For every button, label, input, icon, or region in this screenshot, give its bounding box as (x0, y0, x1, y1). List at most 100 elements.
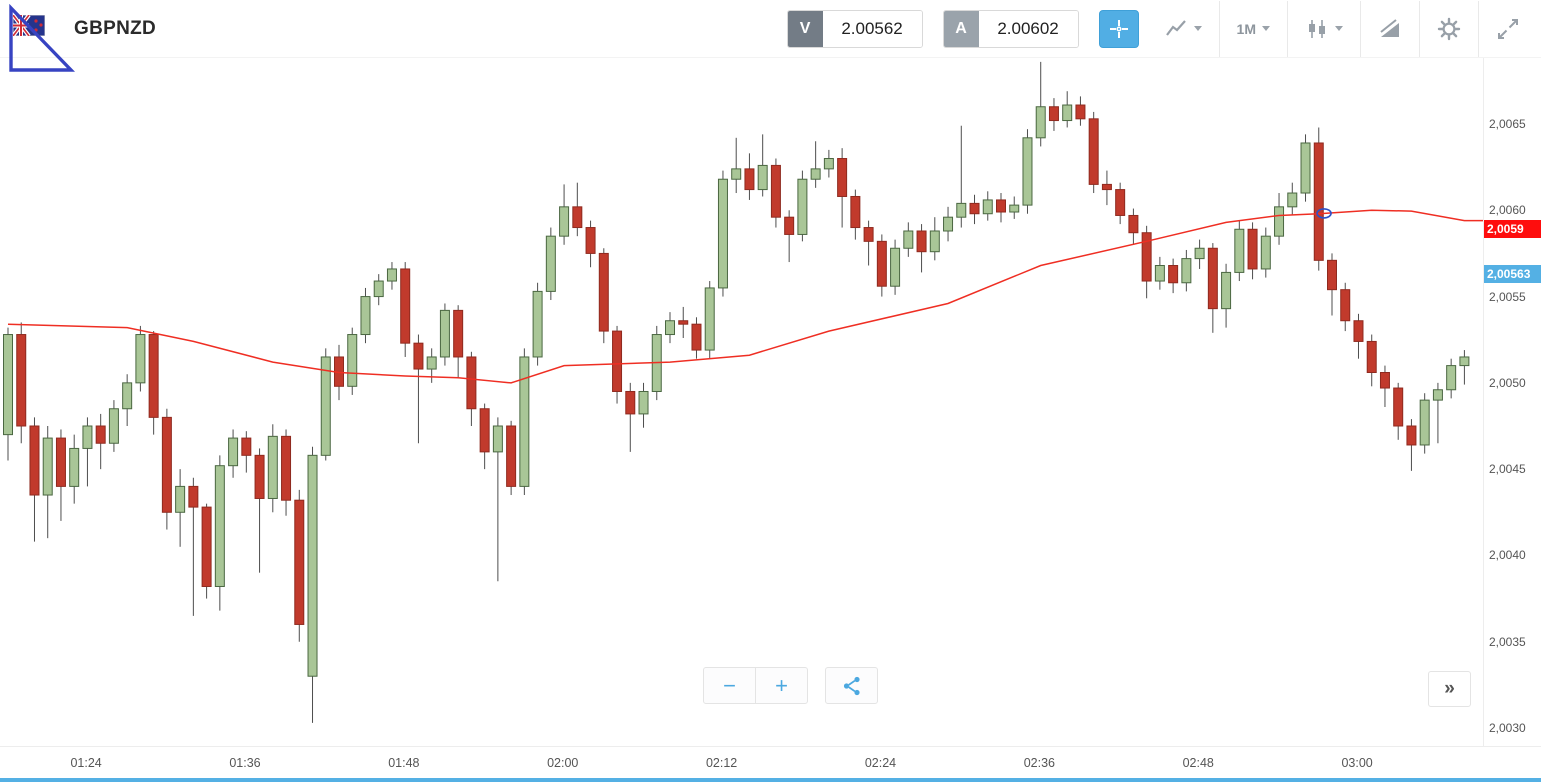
sell-quote-group: V 2.00562 (786, 9, 923, 48)
candle (413, 334, 424, 444)
timeframe-label: 1M (1236, 20, 1256, 37)
candle (1221, 263, 1232, 328)
candle (572, 182, 583, 237)
candle (360, 287, 371, 344)
timeframe-button[interactable]: 1M (1228, 10, 1279, 48)
candle (42, 425, 53, 539)
candle (1154, 256, 1165, 290)
candle-style-button[interactable] (1296, 10, 1352, 48)
candle (241, 431, 252, 473)
candle (201, 503, 212, 599)
candle (559, 184, 570, 245)
candle (598, 248, 609, 344)
candle (228, 429, 239, 478)
time-axis-label: 03:00 (1341, 756, 1373, 770)
candle (1035, 61, 1046, 147)
time-axis[interactable]: 01:24 01:36 01:48 02:00 02:12 02:24 02:36 02:48… (0, 746, 1541, 778)
price-axis-label: 2,0050 (1489, 375, 1526, 390)
candle (267, 424, 278, 513)
candle (281, 429, 292, 516)
crosshair-icon (1109, 19, 1128, 38)
candle (612, 325, 623, 404)
candle (691, 317, 702, 359)
candle (175, 469, 186, 547)
signals-icon (1380, 18, 1399, 37)
ma-price-label: 2,0059 (1484, 220, 1541, 239)
zoom-in-button[interactable]: + (755, 667, 808, 704)
candle (1313, 127, 1324, 271)
candle (1194, 239, 1205, 269)
gear-icon (1437, 17, 1461, 40)
candle (1327, 253, 1337, 316)
fullscreen-button[interactable] (1487, 10, 1529, 48)
zoom-out-button[interactable]: − (703, 667, 756, 704)
candlestick-icon (1309, 19, 1325, 38)
share-button[interactable] (825, 667, 878, 704)
candle (95, 413, 106, 470)
candle (1353, 313, 1364, 359)
candle (770, 158, 781, 228)
candle (1406, 419, 1417, 471)
time-axis-label: 01:48 (388, 756, 420, 770)
sell-button[interactable]: V (787, 10, 823, 47)
price-axis-label: 2,0040 (1489, 548, 1526, 563)
candle (943, 206, 954, 242)
candle (876, 234, 887, 297)
toolbar-divider (1419, 0, 1420, 57)
candle (82, 417, 93, 487)
toolbar-divider (1287, 0, 1288, 57)
candle (1260, 227, 1271, 278)
candle (1062, 91, 1073, 128)
candle (439, 303, 450, 366)
ma-line[interactable] (7, 209, 1483, 384)
candle (863, 220, 874, 266)
candle (1168, 258, 1179, 294)
candle (1340, 282, 1351, 332)
signals-button[interactable] (1369, 10, 1411, 48)
candle (545, 227, 556, 301)
candle (1009, 196, 1020, 219)
chevron-down-icon (1262, 26, 1270, 31)
candle (214, 455, 225, 611)
chart-type-button[interactable] (1155, 10, 1211, 48)
candle (254, 448, 265, 573)
candle (929, 217, 940, 261)
candle (850, 189, 861, 240)
candle (1128, 208, 1139, 245)
candle (29, 417, 40, 542)
price-axis[interactable]: 2,0059 2,00563 2,0065 2,0060 2,0055 2,0050 2… (1483, 57, 1541, 747)
buy-button[interactable]: A (943, 10, 979, 47)
price-axis-label: 2,0065 (1489, 117, 1526, 131)
timeline-scrollbar[interactable] (0, 778, 1541, 782)
triangle-drawing[interactable] (6, 4, 82, 80)
chevron-down-icon (1335, 26, 1343, 31)
candle (453, 305, 464, 378)
candle (1247, 222, 1258, 280)
sell-price-value: 2.00562 (822, 10, 922, 47)
candle (373, 274, 384, 306)
candle (492, 417, 503, 582)
time-axis-label: 02:48 (1182, 756, 1214, 770)
ma-marker[interactable] (1316, 208, 1332, 219)
crosshair-button[interactable] (1098, 9, 1139, 48)
price-axis-label: 2,0030 (1489, 720, 1526, 735)
candle (122, 374, 133, 426)
header: GBPNZD V 2.00562 A 2.00602 (0, 0, 1541, 58)
candle (1419, 393, 1430, 454)
candle (1088, 111, 1099, 194)
candle (1393, 382, 1404, 440)
settings-button[interactable] (1428, 10, 1470, 48)
candle (1274, 193, 1285, 245)
candle (532, 282, 543, 366)
candle (704, 281, 715, 359)
candle (837, 148, 848, 228)
share-icon (843, 676, 860, 695)
time-axis-label: 01:36 (229, 756, 261, 770)
line-chart-icon (1165, 19, 1186, 36)
candle (519, 348, 530, 496)
expand-panel-button[interactable]: » (1428, 671, 1471, 707)
candle (784, 210, 795, 263)
symbol-title: GBPNZD (74, 17, 157, 39)
